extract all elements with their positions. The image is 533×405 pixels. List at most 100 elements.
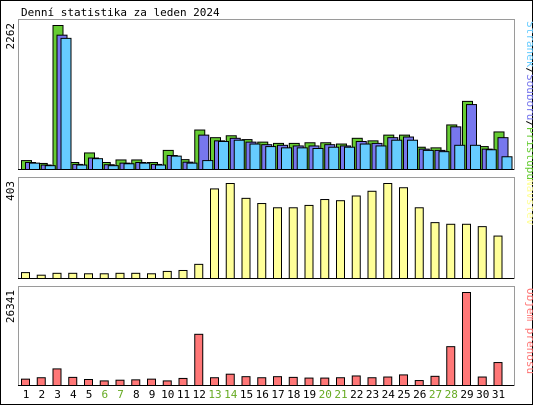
bar-hits-files-pages-pages-day-30 [485, 149, 497, 171]
bar-visits-visits-day-15 [241, 197, 251, 279]
bar-hits-files-pages-pages-day-11 [186, 162, 198, 171]
bar-visits-visits-day-6 [99, 273, 109, 280]
bar-visits-visits-day-9 [147, 273, 156, 280]
bar-hits-files-pages-pages-day-7 [123, 163, 135, 170]
y-max-label-kbytes: 26341 [4, 290, 17, 323]
bar-hits-files-pages-pages-day-26 [422, 149, 434, 170]
bar-kbytes-kbytes-day-30 [477, 376, 487, 387]
bar-kbytes-kbytes-day-29 [462, 292, 471, 386]
bar-kbytes-kbytes-day-13 [210, 377, 219, 386]
day-label-24: 24 [382, 388, 396, 401]
bar-kbytes-kbytes-day-9 [147, 378, 156, 387]
bar-hits-files-pages-pages-day-31 [501, 156, 513, 170]
panel-frame-kbytes [18, 286, 515, 386]
day-label-12: 12 [193, 388, 206, 401]
bar-hits-files-pages-pages-day-17 [281, 147, 292, 170]
bar-kbytes-kbytes-day-5 [84, 378, 93, 387]
day-label-5: 5 [86, 388, 93, 401]
day-label-14: 14 [224, 388, 238, 401]
bar-hits-files-pages-pages-day-29 [470, 144, 481, 171]
bar-visits-visits-day-7 [115, 272, 125, 280]
bar-kbytes-kbytes-day-11 [178, 377, 188, 386]
bar-visits-visits-day-29 [462, 223, 471, 279]
legend-hits-files-pages: Stránek/Souborů/Přístupů [524, 21, 533, 180]
bar-visits-visits-day-26 [414, 207, 424, 279]
bar-kbytes-kbytes-day-8 [131, 379, 141, 387]
day-label-15: 15 [240, 388, 253, 401]
bar-hits-files-pages-pages-day-16 [265, 146, 277, 171]
bar-hits-files-pages-pages-day-13 [218, 140, 229, 171]
bar-visits-visits-day-5 [84, 273, 93, 280]
legend-part: / [524, 120, 533, 127]
bar-kbytes-kbytes-day-28 [446, 346, 456, 387]
bar-visits-visits-day-3 [52, 272, 62, 280]
y-max-label-visits: 403 [4, 181, 17, 201]
legend-visits: Návštěv [524, 179, 533, 226]
bar-kbytes-kbytes-day-26 [414, 380, 424, 386]
day-label-4: 4 [70, 388, 77, 401]
bar-hits-files-pages-pages-day-27 [438, 151, 450, 170]
bar-kbytes-kbytes-day-23 [367, 377, 377, 386]
bar-visits-visits-day-27 [430, 222, 440, 279]
day-label-13: 13 [208, 388, 221, 401]
panel-frame-visits [18, 177, 515, 279]
bar-hits-files-pages-pages-day-14 [233, 139, 245, 171]
bar-visits-visits-day-16 [257, 203, 267, 279]
bar-visits-visits-day-2 [36, 274, 46, 279]
day-label-29: 29 [460, 388, 473, 401]
y-max-label-hits-files-pages: 2262 [4, 23, 17, 50]
bar-visits-visits-day-13 [210, 188, 219, 279]
day-label-30: 30 [476, 388, 489, 401]
day-label-7: 7 [117, 388, 124, 401]
day-label-31: 31 [492, 388, 505, 401]
bar-visits-visits-day-1 [21, 272, 30, 279]
bar-visits-visits-day-8 [131, 272, 141, 280]
bar-hits-files-pages-pages-day-22 [359, 143, 371, 171]
bar-kbytes-kbytes-day-25 [399, 374, 408, 386]
bar-kbytes-kbytes-day-2 [36, 377, 46, 386]
bar-kbytes-kbytes-day-19 [304, 377, 314, 386]
day-label-23: 23 [366, 388, 379, 401]
bar-visits-visits-day-30 [477, 226, 487, 280]
bar-hits-files-pages-pages-day-8 [139, 162, 151, 171]
legend-part: Přístupů [524, 127, 533, 180]
bar-hits-files-pages-pages-day-15 [249, 143, 261, 171]
bar-visits-visits-day-18 [288, 207, 298, 279]
bar-kbytes-kbytes-day-4 [68, 376, 78, 386]
day-label-18: 18 [287, 388, 300, 401]
day-label-25: 25 [397, 388, 410, 401]
day-label-2: 2 [38, 388, 45, 401]
bar-kbytes-kbytes-day-12 [194, 333, 204, 386]
bar-hits-files-pages-pages-day-28 [454, 144, 466, 171]
bar-hits-files-pages-pages-day-23 [375, 145, 387, 170]
day-label-21: 21 [334, 388, 347, 401]
bar-visits-visits-day-28 [446, 223, 456, 279]
bar-kbytes-kbytes-day-18 [288, 376, 298, 386]
bar-hits-files-pages-pages-day-12 [202, 160, 214, 171]
day-label-26: 26 [413, 388, 426, 401]
bar-hits-files-pages-pages-day-5 [92, 158, 103, 170]
bar-hits-files-pages-pages-day-25 [407, 139, 418, 171]
bar-visits-visits-day-31 [493, 235, 503, 279]
bar-kbytes-kbytes-day-31 [493, 362, 503, 387]
day-label-27: 27 [429, 388, 442, 401]
bar-visits-visits-day-12 [194, 263, 204, 279]
bar-hits-files-pages-pages-day-1 [29, 162, 40, 171]
day-label-6: 6 [101, 388, 108, 401]
day-label-11: 11 [177, 388, 190, 401]
bar-hits-files-pages-pages-day-3 [60, 37, 72, 170]
bar-hits-files-pages-pages-day-18 [296, 147, 308, 170]
bar-visits-visits-day-10 [162, 270, 172, 279]
bar-visits-visits-day-24 [383, 183, 393, 279]
bar-kbytes-kbytes-day-10 [162, 380, 172, 386]
bar-hits-files-pages-pages-day-24 [391, 139, 403, 171]
day-label-16: 16 [256, 388, 269, 401]
bar-visits-visits-day-21 [336, 200, 345, 279]
day-label-19: 19 [303, 388, 316, 401]
day-label-9: 9 [149, 388, 156, 401]
bar-visits-visits-day-25 [399, 187, 408, 279]
bar-kbytes-kbytes-day-20 [320, 377, 330, 386]
day-label-8: 8 [133, 388, 140, 401]
